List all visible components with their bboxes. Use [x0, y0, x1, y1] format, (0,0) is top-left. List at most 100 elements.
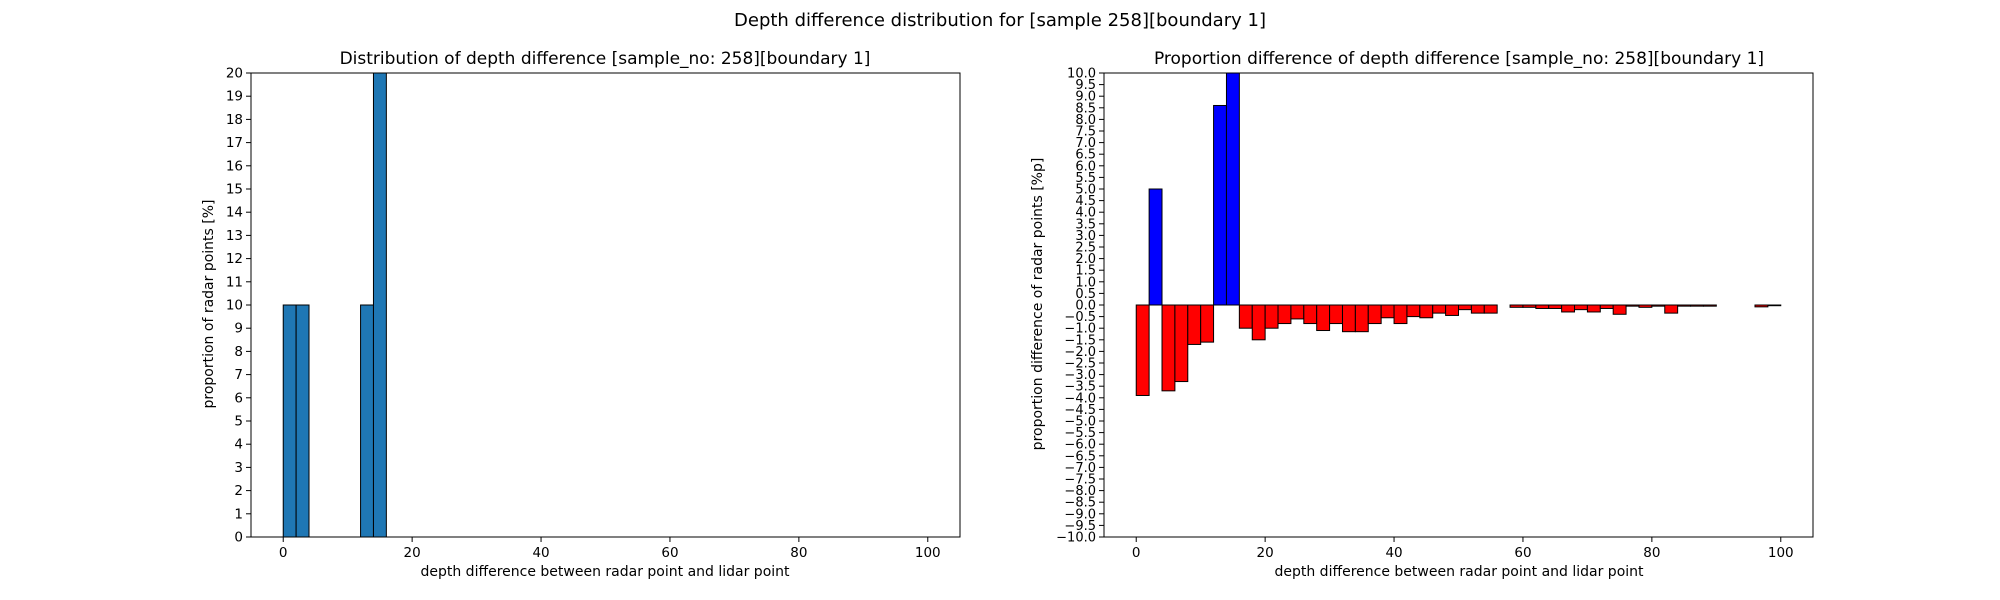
right-chart-bar: [1316, 304, 1331, 332]
left-chart-xtick-label: 20: [404, 545, 421, 561]
right-chart-bar: [1535, 304, 1550, 309]
right-chart-bars: [1135, 72, 1782, 396]
right-chart-ytick-label: −1.5: [1064, 333, 1096, 348]
right-chart-bar: [1483, 304, 1498, 314]
right-chart-bar: [1187, 304, 1202, 345]
right-chart-bar: [1290, 304, 1305, 320]
right-chart-bar: [1651, 304, 1666, 307]
right-chart-bar: [1754, 304, 1769, 308]
right-chart-xtick-label: 20: [1257, 545, 1274, 561]
right-chart-ytick-label: −6.0: [1064, 438, 1096, 453]
right-chart-ytick-label: −6.5: [1064, 449, 1096, 464]
right-chart-bar: [1702, 304, 1717, 307]
right-chart-bar: [1341, 304, 1356, 333]
right-chart-ytick-label: 8.0: [1075, 113, 1096, 128]
right-chart-bar: [1174, 304, 1189, 383]
right-chart-ytick-label: 2.0: [1075, 252, 1096, 267]
left-chart-frame: [250, 72, 961, 538]
left-chart-ytick-label: 16: [226, 158, 243, 174]
left-chart-distribution: Distribution of depth difference [sample…: [201, 49, 961, 580]
right-chart-bar: [1161, 304, 1176, 392]
left-chart-xtick-label: 0: [279, 545, 288, 561]
right-chart-bar: [1548, 304, 1563, 309]
left-chart-ticks: 0 20 40 60 80 1000123456789101112131415161718…: [226, 66, 941, 562]
right-chart-bar: [1638, 304, 1653, 308]
right-chart-ytick-label: −9.0: [1064, 507, 1096, 522]
left-chart-ytick-label: 10: [226, 298, 243, 314]
right-chart-bar: [1522, 304, 1537, 308]
right-chart-ytick-label: 1.0: [1075, 275, 1096, 290]
right-chart-xtick-label: 80: [1643, 545, 1660, 561]
right-chart-ytick-label: −4.5: [1064, 403, 1096, 418]
right-chart-xtick-label: 0: [1132, 545, 1141, 561]
right-chart-bar: [1574, 304, 1588, 311]
right-chart-bar: [1612, 304, 1627, 315]
right-chart-bar: [1445, 304, 1459, 316]
left-chart-ytick-label: 19: [226, 89, 243, 105]
left-chart-ytick-label: 1: [234, 506, 243, 522]
left-chart-bar: [295, 304, 310, 538]
right-chart-bar: [1303, 304, 1318, 325]
right-chart-bar: [1329, 304, 1343, 325]
right-chart-bar: [1367, 304, 1382, 325]
left-chart-ytick-label: 11: [226, 274, 243, 290]
right-chart-bar: [1677, 304, 1692, 307]
right-chart-bar: [1277, 304, 1292, 325]
left-chart-ytick-label: 14: [226, 205, 243, 221]
left-chart-xtick-label: 100: [915, 545, 941, 561]
right-chart-bar: [1264, 304, 1279, 329]
right-chart-bar: [1406, 304, 1421, 318]
left-chart-ytick-label: 18: [226, 112, 243, 128]
left-chart-bar: [360, 304, 374, 538]
right-chart-bar: [1561, 304, 1576, 313]
right-chart-ytick-label: 0.0: [1075, 299, 1096, 314]
right-chart-bar: [1354, 304, 1369, 333]
left-chart-ytick-label: 20: [226, 66, 243, 82]
right-chart-bar: [1509, 304, 1524, 308]
right-chart-ytick-label: 4.5: [1075, 194, 1096, 209]
right-chart-ytick-label: 8.5: [1075, 101, 1096, 116]
right-chart-ylabel: proportion difference of radar points [%…: [1030, 158, 1046, 451]
figure-suptitle: Depth difference distribution for [sampl…: [734, 10, 1266, 31]
left-chart-title: Distribution of depth difference [sample…: [340, 49, 871, 69]
right-chart-ytick-label: 1.5: [1075, 264, 1096, 279]
right-chart-ytick-label: −8.0: [1064, 484, 1096, 499]
right-chart-frame: [1103, 72, 1814, 538]
right-chart-bar: [1432, 304, 1447, 314]
right-chart-bar: [1599, 304, 1614, 309]
right-chart-title: Proportion difference of depth differenc…: [1154, 49, 1764, 69]
right-chart-ytick-label: −0.5: [1064, 310, 1096, 325]
left-chart-ytick-label: 12: [226, 251, 243, 267]
right-chart-bar: [1380, 304, 1395, 319]
right-chart-ytick-label: 3.5: [1075, 217, 1096, 232]
right-chart-ytick-label: −9.5: [1064, 519, 1096, 534]
right-chart-ytick-label: −4.0: [1064, 391, 1096, 406]
right-chart-bar: [1225, 72, 1240, 306]
right-chart-ytick-label: −1.0: [1064, 322, 1096, 337]
right-chart-bar: [1625, 304, 1640, 307]
left-chart-xtick-label: 80: [790, 545, 807, 561]
right-chart-ytick-label: 7.5: [1075, 125, 1096, 140]
left-chart-ylabel: proportion of radar points [%]: [201, 199, 217, 408]
right-chart-xtick-label: 40: [1385, 545, 1402, 561]
right-chart-ytick-label: −3.5: [1064, 380, 1096, 395]
right-chart-proportion-difference: Proportion difference of depth differenc…: [1030, 49, 1814, 580]
right-chart-ytick-label: −10.0: [1056, 531, 1096, 546]
right-chart-ticks: 0 20 40 60 80 100 −10.0−9.5−9.0−8.5−8.0−7.5−7.…: [1056, 67, 1794, 562]
left-chart-ytick-label: 4: [234, 437, 243, 453]
left-chart-ytick-label: 8: [234, 344, 243, 360]
right-chart-ytick-label: 5.0: [1075, 183, 1096, 198]
right-chart-bar: [1200, 304, 1215, 343]
left-chart-ytick-label: 9: [234, 321, 243, 337]
right-chart-bar: [1767, 304, 1782, 307]
right-chart-bar: [1213, 104, 1227, 306]
right-chart-ytick-label: 10.0: [1067, 67, 1096, 82]
left-chart-ytick-label: 5: [234, 414, 243, 430]
left-chart-bar: [372, 72, 387, 538]
right-chart-ytick-label: 3.0: [1075, 229, 1096, 244]
right-chart-ytick-label: 6.0: [1075, 159, 1096, 174]
right-chart-bar: [1135, 304, 1150, 396]
right-chart-bar: [1470, 304, 1485, 314]
right-chart-ytick-label: 9.0: [1075, 90, 1096, 105]
